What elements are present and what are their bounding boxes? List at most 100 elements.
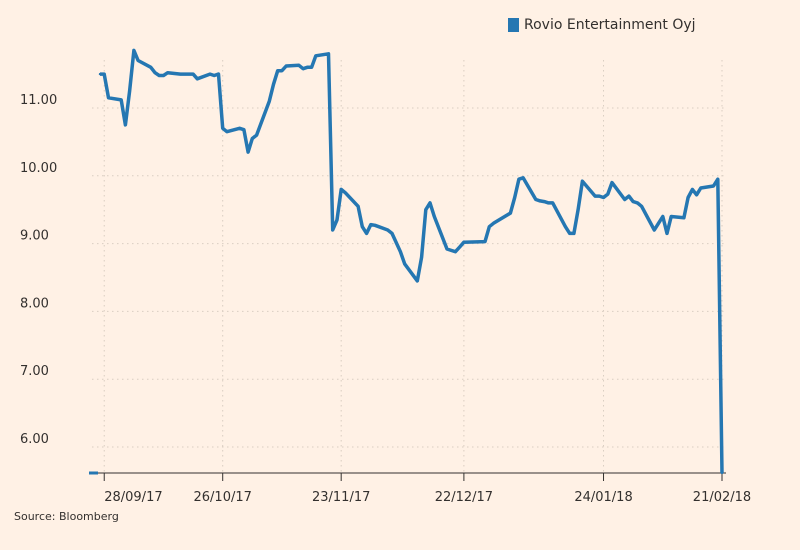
data-point — [166, 71, 169, 74]
data-point — [538, 199, 542, 203]
data-point — [272, 83, 275, 86]
data-point — [458, 245, 461, 249]
data-point — [268, 100, 271, 103]
x-tick-label: 24/01/18 — [574, 490, 632, 505]
data-point — [712, 184, 715, 188]
data-point — [682, 216, 686, 220]
data-point — [103, 72, 106, 76]
data-point — [314, 54, 317, 57]
y-tick-label: 11.00 — [20, 93, 57, 108]
data-point — [119, 98, 123, 102]
data-point — [255, 133, 258, 137]
data-point — [297, 64, 301, 67]
x-tick-label: 28/09/17 — [104, 490, 162, 505]
data-point — [208, 72, 212, 76]
data-point — [433, 215, 436, 218]
y-tick-label: 10.00 — [20, 161, 57, 176]
data-point — [98, 72, 102, 76]
data-point — [128, 89, 131, 93]
data-point — [517, 177, 521, 181]
data-point — [462, 241, 466, 244]
data-point — [276, 69, 279, 72]
data-point — [551, 201, 554, 205]
data-point — [454, 250, 457, 253]
x-tick-label: 21/02/18 — [693, 490, 751, 505]
data-point — [449, 249, 453, 252]
grid-lines — [92, 60, 726, 473]
data-point — [636, 201, 639, 205]
data-point — [640, 205, 643, 208]
data-point — [572, 232, 576, 235]
data-point — [610, 181, 614, 184]
data-point — [183, 72, 186, 76]
data-point — [369, 223, 373, 226]
data-point — [534, 198, 538, 201]
data-point — [593, 194, 597, 198]
data-point — [564, 225, 567, 228]
data-point — [136, 59, 140, 62]
data-point — [327, 52, 330, 55]
data-point — [695, 193, 698, 196]
source-note: Source: Bloomberg — [14, 510, 119, 523]
data-point — [420, 255, 423, 259]
data-point — [251, 137, 254, 140]
data-point — [162, 74, 165, 77]
series-line-rovio — [100, 48, 724, 474]
data-point — [221, 127, 224, 130]
data-point — [521, 176, 525, 180]
data-point — [623, 198, 626, 201]
data-point — [386, 228, 389, 232]
data-point — [488, 225, 491, 228]
data-point — [606, 192, 609, 196]
data-point — [686, 196, 690, 199]
data-point — [416, 279, 419, 283]
data-point — [661, 215, 664, 218]
data-point — [598, 194, 601, 198]
data-point — [602, 196, 605, 199]
y-tick-label: 7.00 — [20, 364, 49, 379]
y-tick-label: 9.00 — [20, 229, 49, 244]
data-point — [365, 232, 368, 235]
data-point — [179, 72, 182, 76]
x-tick-label: 22/12/17 — [435, 490, 493, 505]
data-point — [483, 240, 487, 243]
series-layer — [89, 48, 724, 475]
legend-label: Rovio Entertainment Oyj — [524, 17, 696, 33]
legend: Rovio Entertainment Oyj — [508, 17, 696, 33]
x-axis-ticks: 28/09/17 26/10/17 23/11/17 22/12/17 24/01/18… — [103, 473, 751, 505]
data-point — [225, 130, 229, 133]
data-point — [657, 222, 660, 225]
data-point — [213, 74, 216, 77]
data-point — [547, 201, 550, 205]
data-point — [331, 228, 334, 232]
data-point — [568, 232, 571, 235]
data-point — [191, 72, 195, 76]
data-point — [699, 186, 703, 190]
data-point — [403, 262, 406, 266]
data-point — [492, 222, 495, 225]
legend-swatch — [508, 18, 519, 32]
data-point — [310, 66, 313, 69]
data-point — [513, 196, 516, 199]
data-point — [107, 96, 110, 100]
data-point — [716, 177, 719, 181]
data-point — [361, 225, 364, 228]
data-point — [217, 72, 220, 76]
data-point — [124, 123, 127, 127]
data-point — [339, 188, 343, 191]
data-point — [627, 194, 631, 198]
data-point — [153, 71, 157, 74]
data-point — [335, 218, 339, 222]
data-point — [301, 67, 305, 70]
data-point — [158, 74, 161, 77]
data-point — [665, 232, 669, 235]
data-point — [509, 211, 512, 215]
data-point — [242, 128, 246, 131]
data-point — [132, 49, 136, 52]
data-point — [373, 224, 377, 227]
data-point — [428, 201, 432, 205]
data-point — [720, 471, 724, 475]
y-axis-tick-labels: 6.00 7.00 8.00 9.00 10.00 11.00 — [20, 93, 57, 447]
data-point — [543, 200, 546, 203]
